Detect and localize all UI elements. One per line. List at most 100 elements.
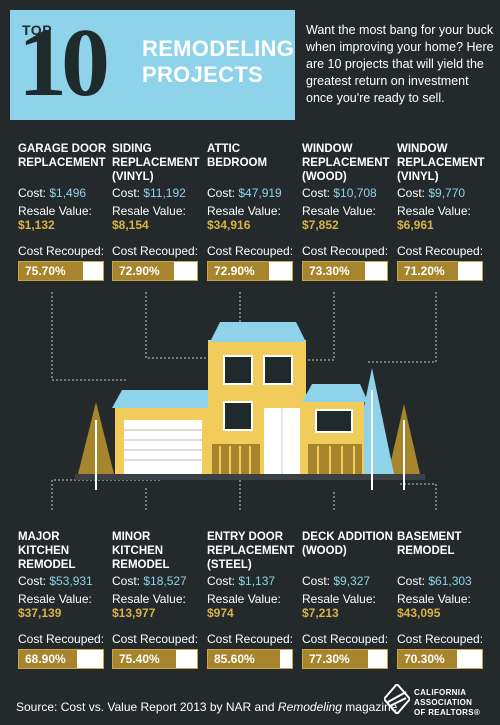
logo-line-2: ASSOCIATION — [414, 698, 473, 707]
project-garage-door: GARAGE DOOR REPLACEMENT Cost: $1,496 Res… — [18, 142, 110, 281]
recouped-value: 72.90% — [119, 264, 160, 278]
recouped-bar: 75.70% — [18, 261, 104, 281]
recouped-bar-fill — [303, 650, 368, 668]
project-major-kitchen: MAJOR KITCHEN REMODEL Cost: $53,931 Resa… — [18, 530, 110, 669]
project-name: BASEMENT REMODEL — [397, 531, 462, 557]
recouped-bar-fill — [19, 262, 83, 280]
cost-label: Cost: — [397, 574, 429, 588]
recouped-bar-fill — [19, 650, 77, 668]
recouped-value: 85.60% — [214, 652, 255, 666]
recouped-value: 70.30% — [404, 652, 445, 666]
car-logo: CALIFORNIA ASSOCIATION OF REALTORS® — [382, 682, 494, 720]
cost-label: Cost: — [207, 186, 239, 200]
cost-label: Cost: — [112, 574, 144, 588]
source-suffix: magazine — [341, 700, 398, 714]
recouped-bar-fill — [113, 650, 177, 668]
project-name: SIDING REPLACEMENT (VINYL) — [112, 143, 200, 183]
resale-value: $13,977 — [112, 606, 156, 620]
resale-label: Resale Value: — [397, 592, 471, 606]
resale-label: Resale Value: — [302, 204, 376, 218]
project-entry-door: ENTRY DOOR REPLACEMENT (STEEL) Cost: $1,… — [207, 530, 299, 669]
logo-line-1: CALIFORNIA — [414, 688, 467, 697]
project-siding: SIDING REPLACEMENT (VINYL) Cost: $11,192… — [112, 142, 204, 281]
recouped-label: Cost Recouped: — [207, 632, 294, 646]
logo-line-3: OF REALTORS® — [414, 708, 481, 717]
big-number: 10 — [18, 9, 110, 117]
project-basement: BASEMENT REMODEL Cost: $61,303 Resale Va… — [397, 530, 489, 669]
recouped-bar-fill — [208, 650, 280, 668]
recouped-bar: 71.20% — [397, 261, 483, 281]
recouped-value: 77.30% — [309, 652, 350, 666]
recouped-value: 73.30% — [309, 264, 350, 278]
project-deck-addition: DECK ADDITION (WOOD) Cost: $9,327 Resale… — [302, 530, 394, 669]
cost-value: $53,931 — [49, 574, 93, 588]
recouped-value: 68.90% — [25, 652, 66, 666]
cost-label: Cost: — [302, 574, 334, 588]
project-name: DECK ADDITION (WOOD) — [302, 531, 393, 557]
recouped-bar: 72.90% — [207, 261, 293, 281]
cost-label: Cost: — [207, 574, 239, 588]
recouped-bar-fill — [208, 262, 270, 280]
cost-value: $11,192 — [143, 186, 186, 200]
recouped-value: 75.40% — [119, 652, 160, 666]
recouped-bar-fill — [113, 262, 175, 280]
recouped-label: Cost Recouped: — [397, 244, 484, 258]
recouped-bar-fill — [398, 650, 458, 668]
resale-value: $6,961 — [397, 218, 434, 232]
cost-value: $9,770 — [428, 186, 466, 200]
project-name: MINOR KITCHEN REMODEL — [112, 531, 170, 571]
resale-label: Resale Value: — [302, 592, 376, 606]
resale-label: Resale Value: — [112, 204, 186, 218]
cost-value: $61,303 — [428, 574, 472, 588]
cost-value: $18,527 — [143, 574, 187, 588]
resale-label: Resale Value: — [18, 204, 92, 218]
cost-label: Cost: — [18, 186, 50, 200]
recouped-bar: 70.30% — [397, 649, 483, 669]
resale-label: Resale Value: — [207, 204, 281, 218]
resale-label: Resale Value: — [18, 592, 92, 606]
recouped-bar: 72.90% — [112, 261, 198, 281]
recouped-value: 72.90% — [214, 264, 255, 278]
source-citation: Source: Cost vs. Value Report 2013 by NA… — [16, 700, 397, 714]
project-name: ATTIC BEDROOM — [207, 143, 268, 169]
recouped-value: 75.70% — [25, 264, 66, 278]
resale-value: $8,154 — [112, 218, 149, 232]
cost-value: $10,708 — [333, 186, 377, 200]
recouped-bar: 68.90% — [18, 649, 104, 669]
recouped-bar: 75.40% — [112, 649, 198, 669]
cost-value: $9,327 — [333, 574, 371, 588]
header-box — [10, 10, 295, 120]
cost-value: $1,137 — [238, 574, 276, 588]
resale-value: $974 — [207, 606, 234, 620]
recouped-label: Cost Recouped: — [302, 244, 389, 258]
recouped-value: 71.20% — [404, 264, 445, 278]
project-window-wood: WINDOW REPLACEMENT (WOOD) Cost: $10,708 … — [302, 142, 394, 281]
recouped-label: Cost Recouped: — [18, 632, 105, 646]
cost-label: Cost: — [112, 186, 144, 200]
cost-label: Cost: — [18, 574, 50, 588]
cost-value: $1,496 — [49, 186, 87, 200]
project-name: WINDOW REPLACEMENT (VINYL) — [397, 143, 485, 183]
resale-value: $37,139 — [18, 606, 62, 620]
source-italic: Remodeling — [277, 700, 342, 714]
project-minor-kitchen: MINOR KITCHEN REMODEL Cost: $18,527 Resa… — [112, 530, 204, 669]
project-attic-bedroom: ATTIC BEDROOM Cost: $47,919 Resale Value… — [207, 142, 299, 281]
recouped-label: Cost Recouped: — [302, 632, 389, 646]
resale-value: $1,132 — [18, 218, 55, 232]
recouped-bar-fill — [398, 262, 458, 280]
recouped-label: Cost Recouped: — [18, 244, 105, 258]
resale-label: Resale Value: — [397, 204, 471, 218]
car-logo-icon — [382, 682, 412, 716]
resale-value: $7,213 — [302, 606, 339, 620]
top-label: TOP — [22, 22, 53, 38]
project-name: ENTRY DOOR REPLACEMENT (STEEL) — [207, 531, 295, 571]
recouped-bar: 73.30% — [302, 261, 388, 281]
recouped-bar: 85.60% — [207, 649, 293, 669]
project-name: MAJOR KITCHEN REMODEL — [18, 531, 76, 571]
cost-label: Cost: — [302, 186, 334, 200]
recouped-label: Cost Recouped: — [112, 632, 199, 646]
recouped-label: Cost Recouped: — [397, 632, 484, 646]
project-name: WINDOW REPLACEMENT (WOOD) — [302, 143, 390, 183]
project-name: GARAGE DOOR REPLACEMENT — [18, 143, 107, 169]
